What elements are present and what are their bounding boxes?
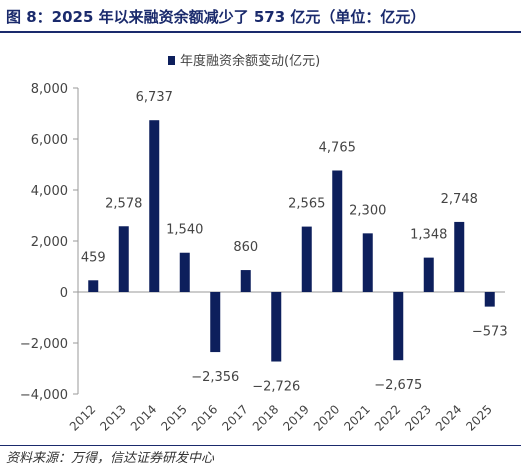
data-labels: 459 2,578 6,737 1,540 −2,356 860 −2,726 2,565 4,… xyxy=(81,90,508,394)
data-label: −573 xyxy=(472,325,508,340)
data-label: 2,578 xyxy=(105,196,142,211)
source-rule xyxy=(0,445,521,446)
axes: −4,000 −2,000 0 2,000 4,000 6,000 8,000 xyxy=(20,82,505,403)
x-tick-label: 2019 xyxy=(280,402,311,433)
title-rule xyxy=(0,31,521,33)
bar xyxy=(393,292,404,361)
x-tick-label: 2013 xyxy=(97,402,128,433)
data-label: 2,300 xyxy=(349,203,386,218)
bar-chart: 年度融资余额变动(亿元) −4,000 −2,000 0 2,000 4,000 6,00… xyxy=(20,53,508,434)
x-tick-label: 2014 xyxy=(128,402,159,433)
data-label: −2,726 xyxy=(252,380,300,395)
bar xyxy=(179,252,190,292)
bar xyxy=(88,280,99,292)
x-tick-label: 2016 xyxy=(189,402,220,433)
bar xyxy=(484,292,495,307)
y-tick-label: −2,000 xyxy=(20,337,68,352)
bar xyxy=(210,292,221,353)
bar xyxy=(301,226,312,292)
data-label: 4,765 xyxy=(319,140,356,155)
y-tick-label: 8,000 xyxy=(31,82,68,97)
x-tick-label: 2022 xyxy=(372,402,403,433)
data-label: 2,565 xyxy=(288,197,325,212)
bar xyxy=(332,170,343,292)
x-tick-label: 2025 xyxy=(463,402,494,433)
bar xyxy=(362,233,373,292)
x-tick-labels: 2012 2013 2014 2015 2016 2017 2018 2019 2020 2021… xyxy=(67,402,495,433)
x-tick-label: 2012 xyxy=(67,402,98,433)
data-label: −2,356 xyxy=(191,370,239,385)
x-tick-label: 2020 xyxy=(311,402,342,433)
y-tick-label: 0 xyxy=(60,286,68,301)
bar xyxy=(271,292,282,362)
figure-title: 图 8：2025 年以来融资余额减少了 573 亿元（单位：亿元） xyxy=(6,8,426,26)
bars xyxy=(88,120,495,362)
x-tick-label: 2017 xyxy=(219,402,250,433)
bar xyxy=(240,270,251,292)
x-tick-label: 2023 xyxy=(402,402,433,433)
legend-swatch xyxy=(168,56,175,65)
legend-label: 年度融资余额变动(亿元) xyxy=(180,53,320,69)
data-label: 1,348 xyxy=(410,228,447,243)
data-label: 2,748 xyxy=(441,192,478,207)
y-tick-label: −4,000 xyxy=(20,388,68,403)
data-label: 6,737 xyxy=(136,90,173,105)
x-tick-label: 2015 xyxy=(158,402,189,433)
bar xyxy=(423,257,434,292)
y-tick-label: 4,000 xyxy=(31,184,68,199)
bar xyxy=(454,221,465,292)
data-label: 860 xyxy=(233,240,258,255)
data-label: −2,675 xyxy=(374,378,422,393)
x-tick-label: 2021 xyxy=(341,402,372,433)
y-tick-label: 6,000 xyxy=(31,133,68,148)
data-label: 1,540 xyxy=(166,223,203,238)
data-label: 459 xyxy=(81,250,106,265)
bar xyxy=(149,120,160,292)
legend: 年度融资余额变动(亿元) xyxy=(168,53,320,69)
y-tick-label: 2,000 xyxy=(31,235,68,250)
source-note: 资料来源：万得，信达证券研发中心 xyxy=(6,451,215,466)
x-tick-label: 2024 xyxy=(433,402,464,433)
x-tick-label: 2018 xyxy=(250,402,281,433)
bar xyxy=(118,226,129,292)
